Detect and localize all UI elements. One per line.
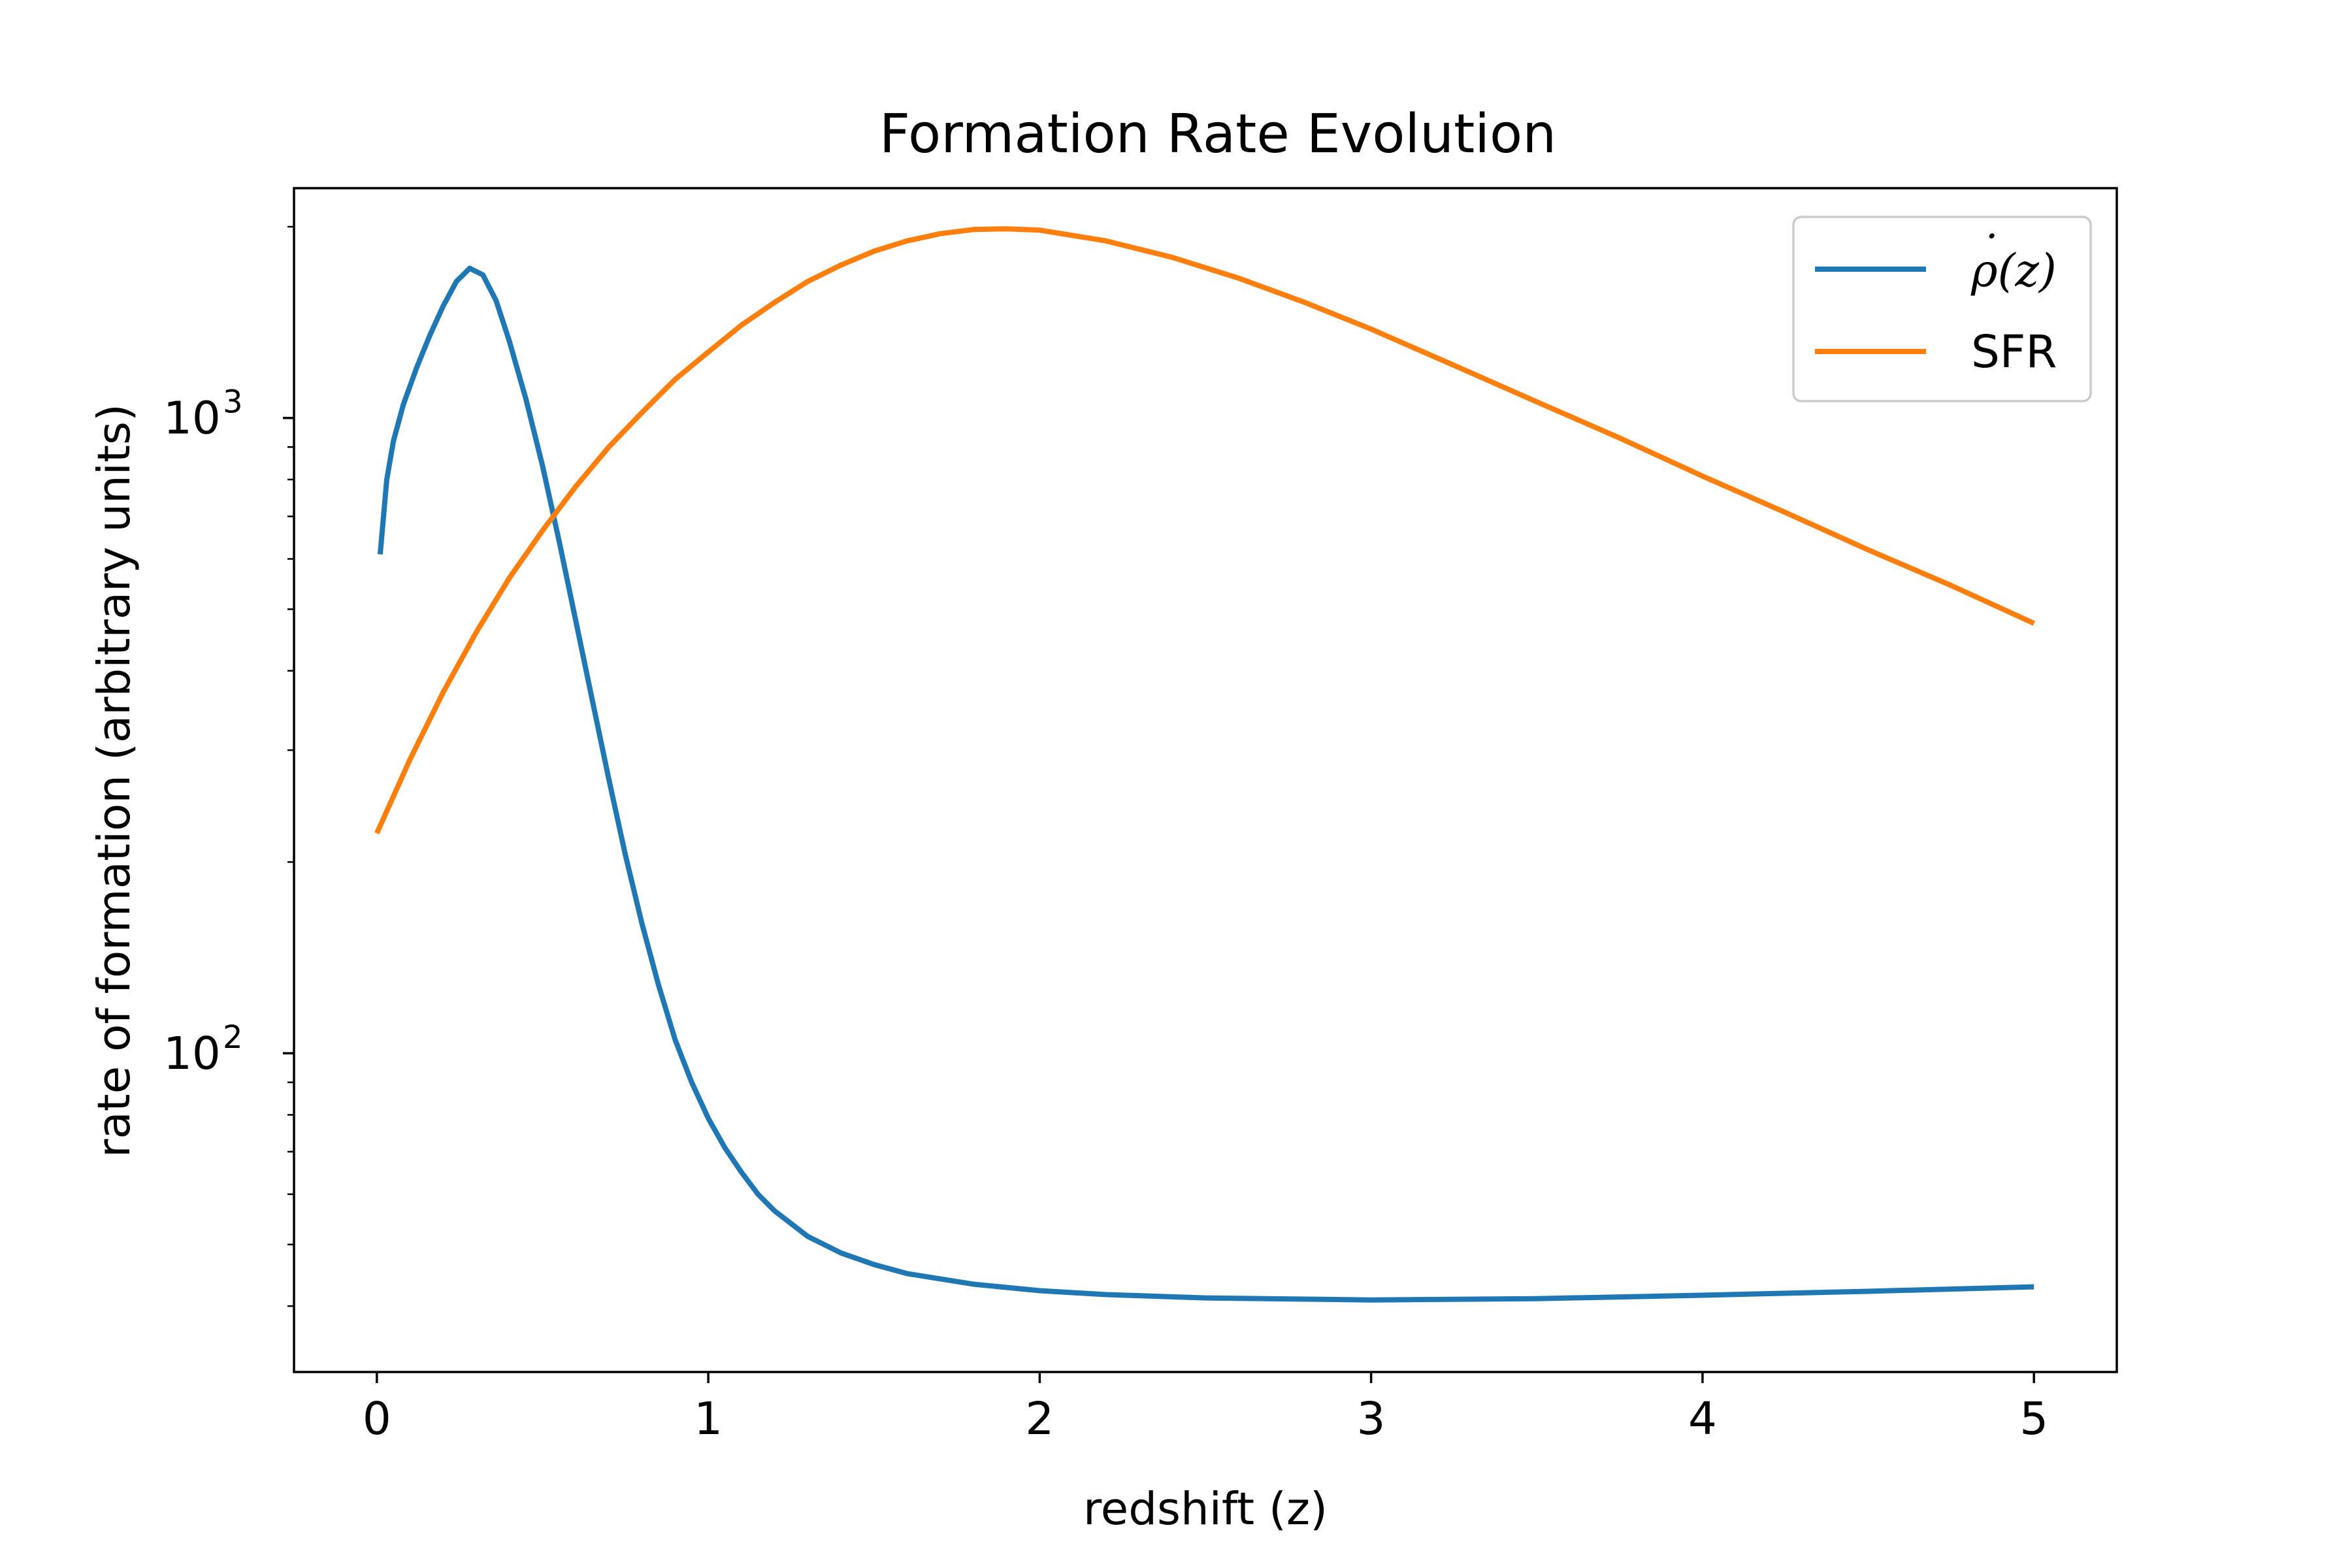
x-tick-label: 4 (1688, 1393, 1717, 1445)
legend-label-sfr: SFR (1971, 326, 2057, 378)
y-tick-exponent: 2 (223, 1019, 243, 1056)
x-tick-label: 2 (1025, 1393, 1054, 1445)
legend-math-dot: ˙ (1976, 227, 1999, 279)
legend: ρ(z) ˙ SFR (1792, 216, 2092, 402)
series-line-rho-dot (377, 265, 2034, 1303)
legend-frame (1792, 216, 2092, 402)
y-axis-label: rate of formation (arbitrary units) (88, 404, 140, 1158)
legend-label-rho-dot: ρ(z) (1970, 245, 2057, 297)
x-tick-label: 5 (2019, 1393, 2048, 1445)
series-line-sfr (374, 226, 2035, 835)
x-tick-label: 0 (363, 1393, 391, 1445)
chart-title: Formation Rate Evolution (879, 103, 1556, 165)
plot-area (293, 187, 2118, 1373)
series-layer (374, 226, 2035, 1303)
x-tick-label: 3 (1357, 1393, 1386, 1445)
x-axis: 0 1 2 3 4 5 (363, 1372, 2048, 1445)
y-tick-label: 10 (163, 1028, 221, 1080)
x-tick-label: 1 (694, 1393, 723, 1445)
x-axis-label: redshift (z) (1083, 1483, 1328, 1535)
y-tick-label: 10 (163, 393, 221, 445)
legend-math-args: (z) (1998, 245, 2057, 297)
legend-math-base: ρ (1970, 245, 1998, 297)
y-tick-exponent: 3 (223, 384, 243, 421)
plot-frame (293, 187, 2118, 1373)
